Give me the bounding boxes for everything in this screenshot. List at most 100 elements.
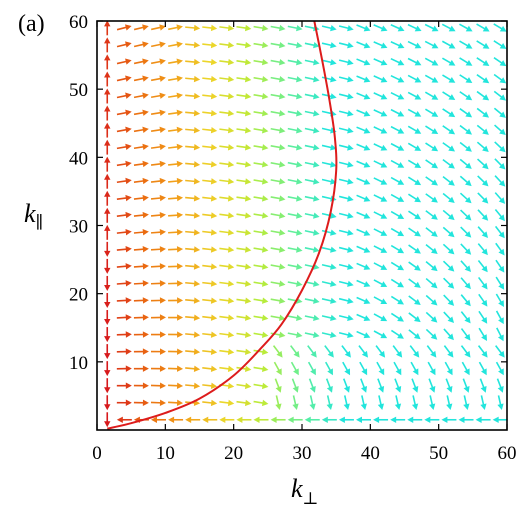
- vector-arrow: [202, 263, 217, 269]
- x-tick-label: 40: [361, 443, 380, 464]
- vector-arrow: [478, 176, 489, 186]
- vector-arrow: [360, 362, 367, 375]
- vector-arrow: [104, 191, 110, 206]
- vector-arrow: [495, 159, 506, 170]
- vector-arrow: [185, 246, 200, 252]
- vector-arrow: [104, 293, 110, 308]
- vector-arrow: [339, 59, 354, 65]
- vector-arrow: [477, 108, 489, 117]
- vector-arrow: [151, 383, 166, 389]
- vector-arrow: [461, 278, 471, 289]
- vector-arrow: [117, 41, 132, 47]
- vector-arrow: [444, 312, 454, 323]
- vector-arrow: [425, 75, 438, 82]
- vector-arrow: [426, 262, 438, 272]
- vector-arrow: [151, 229, 166, 235]
- vector-arrow: [168, 417, 183, 423]
- vector-arrow: [478, 210, 488, 221]
- vector-arrow: [104, 276, 110, 291]
- vector-arrow: [374, 42, 388, 49]
- vector-arrow: [185, 127, 200, 133]
- vector-arrow: [271, 76, 286, 82]
- vector-arrow: [357, 127, 371, 133]
- vector-arrow: [496, 277, 504, 290]
- vector-arrow: [134, 24, 149, 30]
- vector-arrow: [374, 76, 388, 83]
- vector-arrow: [236, 246, 251, 252]
- vector-arrow: [391, 25, 405, 32]
- vector-arrow: [134, 383, 149, 389]
- vector-arrow: [236, 59, 251, 65]
- vector-arrow: [104, 361, 110, 376]
- vector-arrow: [271, 281, 286, 287]
- vector-arrow: [288, 25, 303, 31]
- vector-arrow: [134, 314, 149, 320]
- y-tick-label: 60: [69, 12, 88, 33]
- vector-arrow: [391, 262, 404, 270]
- vector-arrow: [288, 127, 303, 133]
- vector-arrow: [104, 20, 110, 35]
- vector-arrow: [117, 229, 132, 235]
- vector-arrow: [254, 298, 269, 304]
- vector-arrow: [185, 144, 200, 150]
- vector-arrow: [460, 176, 471, 186]
- vector-arrow: [292, 395, 298, 410]
- vector-arrow: [477, 92, 489, 101]
- vector-arrow: [117, 24, 132, 30]
- vector-arrow: [408, 75, 421, 82]
- vector-arrow: [117, 178, 132, 184]
- vector-arrow: [476, 417, 491, 423]
- vector-arrow: [374, 178, 388, 185]
- vector-arrow: [339, 76, 354, 82]
- vector-arrow: [463, 395, 469, 410]
- vector-arrow: [408, 92, 421, 99]
- vector-arrow: [292, 362, 299, 375]
- vector-arrow: [134, 178, 149, 184]
- vector-arrow: [409, 228, 421, 236]
- vector-arrow: [361, 395, 367, 410]
- vector-arrow: [168, 331, 183, 337]
- vector-arrow: [305, 178, 320, 184]
- vector-arrow: [202, 93, 217, 99]
- vector-arrow: [494, 91, 506, 100]
- vector-arrow: [460, 142, 472, 151]
- vector-arrow: [104, 37, 110, 52]
- vector-arrow: [391, 161, 404, 168]
- vector-arrow: [134, 58, 149, 64]
- vector-arrow: [202, 76, 217, 82]
- vector-arrow: [254, 42, 269, 48]
- vector-arrow: [151, 161, 166, 167]
- vector-arrow: [497, 328, 504, 341]
- vector-arrow: [339, 25, 354, 31]
- vector-arrow: [441, 417, 456, 423]
- vector-arrow: [271, 178, 286, 184]
- vector-arrow: [408, 109, 421, 116]
- vector-arrow: [357, 263, 371, 269]
- vector-arrow: [168, 58, 183, 64]
- vector-arrow: [305, 247, 320, 253]
- vector-arrow: [425, 126, 438, 134]
- vector-arrow: [185, 93, 200, 99]
- vector-arrow: [408, 42, 421, 49]
- vector-arrow: [444, 346, 453, 358]
- vector-arrow: [117, 263, 132, 269]
- vector-arrow: [376, 346, 385, 358]
- vector-arrow: [151, 400, 166, 406]
- vector-arrow: [357, 332, 371, 339]
- vector-arrow: [339, 417, 354, 423]
- vector-arrow: [374, 144, 388, 151]
- vector-arrow: [460, 109, 472, 118]
- vector-arrow: [495, 125, 506, 135]
- vector-arrow: [168, 144, 183, 150]
- vector-arrow: [494, 41, 507, 49]
- vector-arrow: [339, 315, 354, 321]
- vector-arrow: [426, 279, 437, 289]
- vector-arrow: [426, 245, 438, 254]
- vector-arrow: [219, 297, 234, 303]
- vector-arrow: [168, 212, 183, 218]
- vector-arrow: [117, 246, 132, 252]
- vector-arrow: [236, 229, 251, 235]
- vector-arrow: [288, 110, 303, 116]
- vector-arrow: [305, 417, 320, 423]
- x-tick-label: 30: [293, 443, 312, 464]
